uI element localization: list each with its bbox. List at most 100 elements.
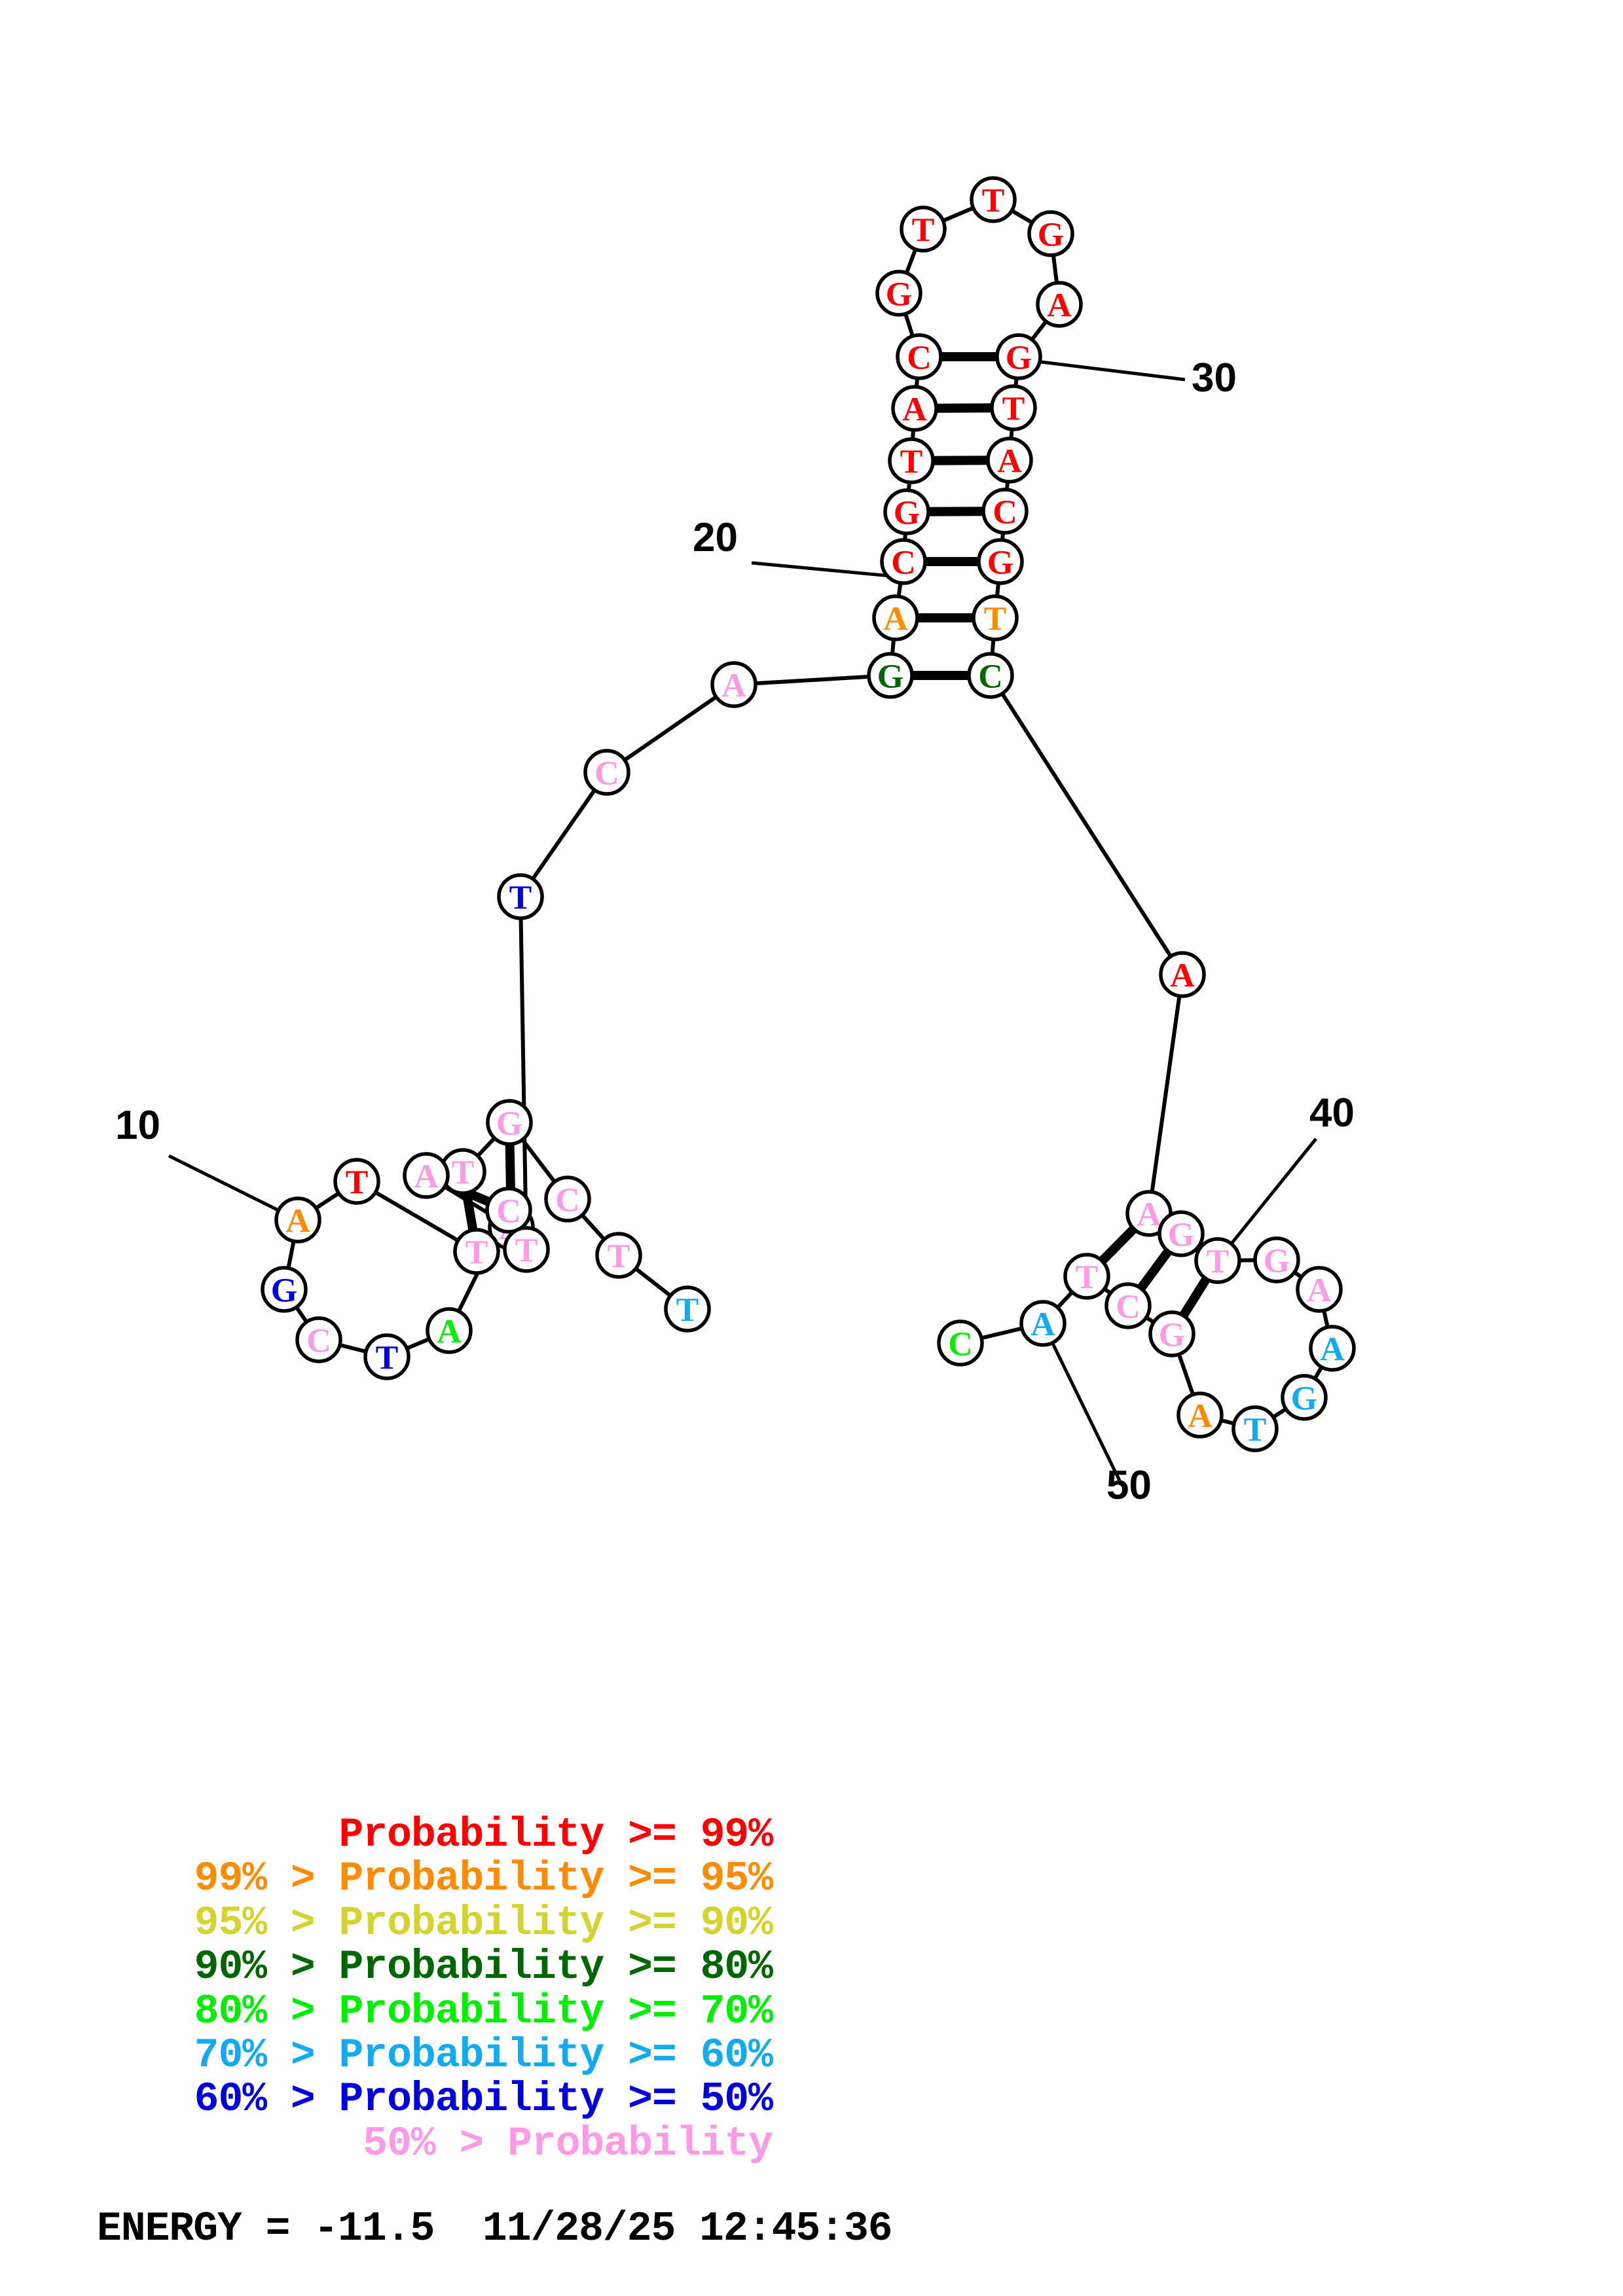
nucleotide[interactable]: T [900, 206, 947, 253]
nucleotide-letter: T [465, 1234, 488, 1272]
base-pair-bond [1136, 1247, 1173, 1293]
backbone-bond [475, 1136, 497, 1158]
nucleotide[interactable]: C [485, 1187, 532, 1234]
position-leader-line [1041, 1322, 1122, 1482]
nucleotide[interactable]: G [977, 538, 1024, 585]
nucleotide-circle [544, 1175, 591, 1223]
nucleotide[interactable]: T [503, 1226, 550, 1273]
nucleotide[interactable]: G [883, 488, 930, 535]
nucleotide[interactable]: A [1019, 1300, 1067, 1347]
nucleotide-circle [1019, 1300, 1067, 1347]
nucleotide-letter: A [902, 391, 927, 429]
nucleotide[interactable]: C [583, 749, 630, 796]
nucleotide-letter: A [1030, 1306, 1055, 1344]
position-number-label: 30 [1192, 355, 1237, 401]
nucleotide[interactable]: G [261, 1266, 308, 1313]
nucleotide[interactable]: C [1104, 1282, 1152, 1329]
nucleotide-circle [453, 1228, 500, 1275]
nucleotide[interactable]: C [880, 538, 927, 585]
nucleotide-letter: T [346, 1164, 369, 1202]
nucleotide-letter: T [984, 601, 1007, 638]
nucleotide[interactable]: T [1063, 1253, 1110, 1300]
nucleotide[interactable]: A [1309, 1325, 1356, 1372]
nucleotide-circle [867, 652, 914, 699]
backbone-layer [286, 206, 1330, 1426]
nucleotide-layer: TTCGTAATTAGCTACTTCAGACGTACGTTGAGTACGTCAA… [261, 176, 1356, 1452]
base-pair-bond [1097, 1225, 1139, 1265]
nucleotide[interactable]: A [986, 437, 1033, 484]
nucleotide[interactable]: T [970, 176, 1017, 223]
nucleotide[interactable]: A [1176, 1391, 1224, 1439]
nucleotide[interactable]: G [1253, 1236, 1300, 1283]
nucleotide[interactable]: T [333, 1158, 380, 1205]
nucleotide[interactable]: G [875, 270, 922, 317]
nucleotide[interactable]: A [1159, 951, 1206, 998]
nucleotide-letter: G [894, 495, 920, 532]
nucleotide[interactable]: G [995, 333, 1042, 380]
nucleotide[interactable]: G [1148, 1310, 1195, 1357]
nucleotide-letter: G [1006, 340, 1032, 377]
backbone-bond [520, 1138, 557, 1184]
nucleotide[interactable]: G [1281, 1374, 1328, 1421]
nucleotide[interactable]: T [363, 1333, 410, 1380]
nucleotide[interactable]: C [937, 1319, 984, 1367]
nucleotide-letter: G [987, 545, 1013, 582]
nucleotide[interactable]: G [1027, 210, 1074, 257]
nucleotide-circle [977, 538, 1024, 585]
backbone-bond [753, 674, 871, 686]
nucleotide-letter: C [978, 658, 1003, 696]
nucleotide-letter: A [1170, 958, 1195, 995]
nucleotide[interactable]: A [872, 594, 919, 641]
nucleotide[interactable]: T [972, 594, 1019, 641]
backbone-bond [1271, 1407, 1288, 1420]
position-leader-line [751, 561, 905, 579]
backbone-bond [979, 1326, 1024, 1340]
nucleotide[interactable]: G [867, 652, 914, 699]
nucleotide[interactable]: C [896, 333, 943, 380]
nucleotide[interactable]: C [967, 652, 1014, 699]
position-leader-line [1216, 1138, 1317, 1262]
base-pair-bond [462, 1191, 478, 1232]
nucleotide-circle [891, 385, 938, 432]
nucleotide-circle [1159, 951, 1206, 998]
nucleotide-circle [295, 1316, 342, 1363]
nucleotide-letter: A [1307, 1272, 1332, 1310]
nucleotide-letter: A [1320, 1331, 1345, 1369]
nucleotide[interactable]: A [426, 1307, 473, 1354]
nucleotide[interactable]: C [295, 1316, 342, 1363]
nucleotide[interactable]: A [403, 1152, 450, 1199]
energy-timestamp-line: ENERGY = -11.5 11/28/25 12:45:36 [97, 2206, 893, 2252]
backbone-bond [1219, 1418, 1236, 1426]
nucleotide-circle [1281, 1374, 1328, 1421]
nucleotide[interactable]: A [1036, 281, 1083, 328]
position-number-layer: 10 20 30 40 50 [115, 355, 1355, 1508]
nucleotide[interactable]: T [497, 873, 544, 920]
nucleotide-circle [1027, 210, 1074, 257]
backbone-bond [1313, 1365, 1324, 1381]
nucleotide[interactable]: T [1231, 1405, 1279, 1452]
nucleotide-circle [497, 873, 544, 920]
nucleotide[interactable]: A [1296, 1266, 1343, 1313]
nucleotide[interactable]: A [710, 661, 757, 708]
base-pair-bond [1178, 1275, 1211, 1319]
nucleotide[interactable]: T [453, 1228, 500, 1275]
nucleotide[interactable]: G [486, 1099, 533, 1146]
nucleotide[interactable]: C [981, 488, 1029, 535]
nucleotide-letter: T [515, 1232, 538, 1270]
backbone-bond [530, 788, 597, 881]
nucleotide[interactable]: A [891, 385, 938, 432]
nucleotide[interactable]: C [544, 1175, 591, 1223]
nucleotide-letter: T [608, 1238, 630, 1276]
position-number-label: 10 [115, 1103, 160, 1148]
nucleotide[interactable]: A [274, 1196, 321, 1244]
position-leader-line [1030, 359, 1186, 382]
nucleotide[interactable]: T [595, 1232, 642, 1279]
backbone-bond [338, 1343, 368, 1354]
nucleotide[interactable]: T [888, 437, 935, 484]
legend-row: 50% > Probability [363, 2120, 773, 2167]
nucleotide[interactable]: T [990, 384, 1037, 431]
nucleotide[interactable]: T [1194, 1237, 1241, 1284]
nucleotide-letter: A [1047, 287, 1072, 325]
nucleotide[interactable]: G [1158, 1210, 1205, 1257]
nucleotide[interactable]: T [664, 1285, 711, 1333]
